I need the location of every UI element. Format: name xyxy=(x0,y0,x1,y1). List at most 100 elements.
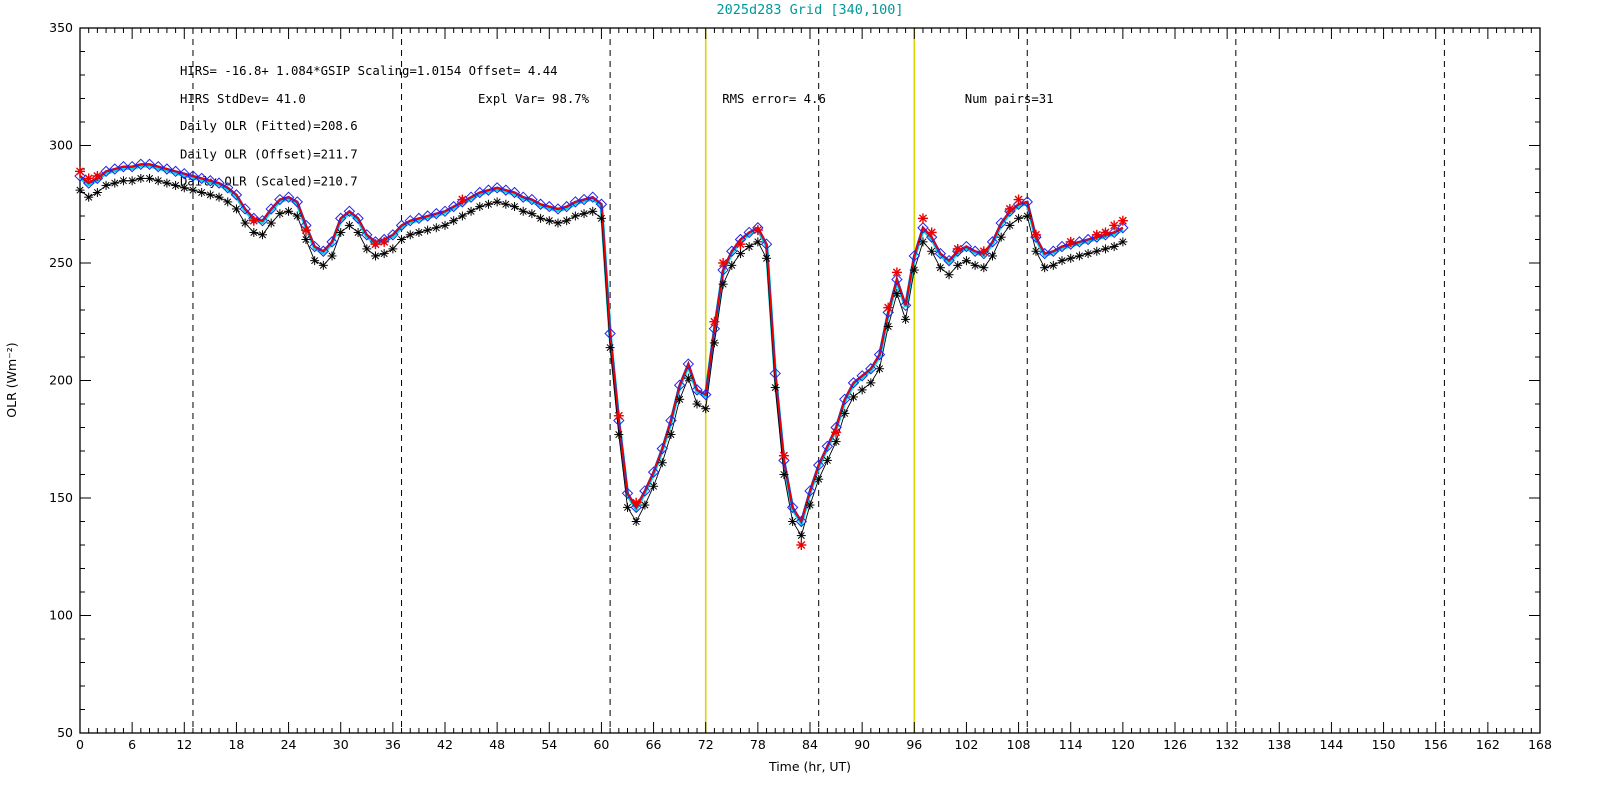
asterisk-marker xyxy=(614,411,623,420)
x-tick-label: 138 xyxy=(1267,737,1291,752)
asterisk-marker xyxy=(710,317,719,326)
diamond-marker xyxy=(135,158,147,171)
diamond-marker xyxy=(769,367,781,380)
stats-annotation: RMS error= 4.6 xyxy=(722,92,826,106)
diamond-marker xyxy=(786,501,799,514)
asterisk-marker xyxy=(997,233,1005,241)
diamond-marker xyxy=(239,203,251,215)
asterisk-marker xyxy=(823,456,831,464)
chart-title: 2025d283 Grid [340,100] xyxy=(717,2,904,18)
x-tick-label: 66 xyxy=(646,737,662,752)
diamond-marker xyxy=(178,167,190,180)
x-tick-label: 78 xyxy=(750,737,766,752)
diamond-marker xyxy=(161,163,173,175)
asterisk-marker xyxy=(650,482,658,490)
diamond-marker xyxy=(691,384,703,396)
asterisk-marker xyxy=(979,247,988,256)
asterisk-marker xyxy=(528,210,536,218)
diamond-marker xyxy=(899,299,912,312)
asterisk-marker xyxy=(154,177,162,185)
asterisk-marker xyxy=(241,219,249,227)
asterisk-marker xyxy=(832,428,841,437)
x-tick-label: 90 xyxy=(854,737,870,752)
diamond-marker xyxy=(213,177,225,189)
diamond-marker xyxy=(908,250,920,262)
asterisk-marker xyxy=(910,266,918,274)
diamond-marker xyxy=(717,264,729,276)
y-tick-label: 250 xyxy=(49,255,73,270)
asterisk-marker xyxy=(84,174,93,183)
diamond-marker xyxy=(621,487,634,500)
diamond-marker xyxy=(230,189,243,201)
asterisk-marker xyxy=(276,210,284,218)
asterisk-marker xyxy=(328,252,336,260)
diamond-marker xyxy=(682,358,695,370)
y-tick-label: 100 xyxy=(49,608,73,623)
diamond-marker xyxy=(534,198,547,210)
asterisk-marker xyxy=(1119,238,1127,246)
x-tick-label: 84 xyxy=(802,737,818,752)
asterisk-marker xyxy=(119,177,127,185)
asterisk-marker xyxy=(249,216,258,225)
asterisk-marker xyxy=(693,400,701,408)
asterisk-marker xyxy=(301,226,310,235)
asterisk-marker xyxy=(589,207,597,215)
asterisk-marker xyxy=(554,219,562,227)
asterisk-marker xyxy=(1067,254,1075,262)
asterisk-marker xyxy=(285,207,293,215)
asterisk-marker xyxy=(354,228,362,236)
diamond-marker xyxy=(708,323,721,335)
asterisk-marker xyxy=(806,501,814,509)
asterisk-marker xyxy=(1031,230,1040,239)
stats-annotation: Num pairs=31 xyxy=(965,92,1054,106)
asterisk-marker xyxy=(571,212,579,220)
diamond-marker xyxy=(656,442,668,455)
diamond-marker xyxy=(404,214,416,227)
asterisk-marker xyxy=(406,231,414,239)
diamond-marker xyxy=(274,193,286,206)
diamond-marker xyxy=(665,414,677,427)
asterisk-marker xyxy=(918,214,928,223)
stats-annotation: HIRS StdDev= 41.0 xyxy=(180,92,306,106)
diamond-marker xyxy=(1073,236,1086,248)
asterisk-marker xyxy=(380,237,389,246)
asterisk-marker xyxy=(728,261,736,269)
diamond-marker xyxy=(569,196,582,208)
x-tick-label: 0 xyxy=(76,737,84,752)
x-axis-label: Time (hr, UT) xyxy=(768,759,851,774)
asterisk-marker xyxy=(902,315,910,323)
diamond-marker xyxy=(143,158,156,171)
asterisk-marker xyxy=(832,438,840,446)
asterisk-marker xyxy=(250,228,258,236)
diamond-marker xyxy=(804,485,816,497)
asterisk-marker xyxy=(875,365,884,373)
x-tick-label: 150 xyxy=(1372,737,1396,752)
x-tick-label: 144 xyxy=(1319,737,1343,752)
asterisk-marker xyxy=(458,195,467,204)
asterisk-marker xyxy=(893,290,901,298)
x-tick-label: 72 xyxy=(698,737,714,752)
diamond-marker xyxy=(700,388,712,401)
asterisk-marker xyxy=(988,252,997,260)
x-tick-label: 24 xyxy=(281,737,297,752)
asterisk-marker xyxy=(415,228,423,236)
asterisk-marker xyxy=(1015,214,1023,222)
asterisk-marker xyxy=(145,174,154,182)
asterisk-marker xyxy=(476,203,484,211)
asterisk-marker xyxy=(302,235,310,244)
asterisk-marker xyxy=(345,221,353,229)
asterisk-marker xyxy=(754,238,762,246)
diamond-marker xyxy=(1056,240,1068,253)
asterisk-marker xyxy=(615,431,623,439)
diamond-marker xyxy=(361,229,373,241)
diamond-marker xyxy=(195,172,208,185)
asterisk-marker xyxy=(545,217,553,225)
diamond-marker xyxy=(395,219,408,232)
asterisk-marker xyxy=(267,219,275,227)
asterisk-marker xyxy=(1118,216,1127,225)
asterisk-marker xyxy=(745,243,753,251)
asterisk-marker xyxy=(1092,230,1101,239)
y-axis-label: OLR (Wm⁻²) xyxy=(4,342,19,417)
asterisk-marker xyxy=(927,228,936,237)
asterisk-marker xyxy=(815,475,823,483)
